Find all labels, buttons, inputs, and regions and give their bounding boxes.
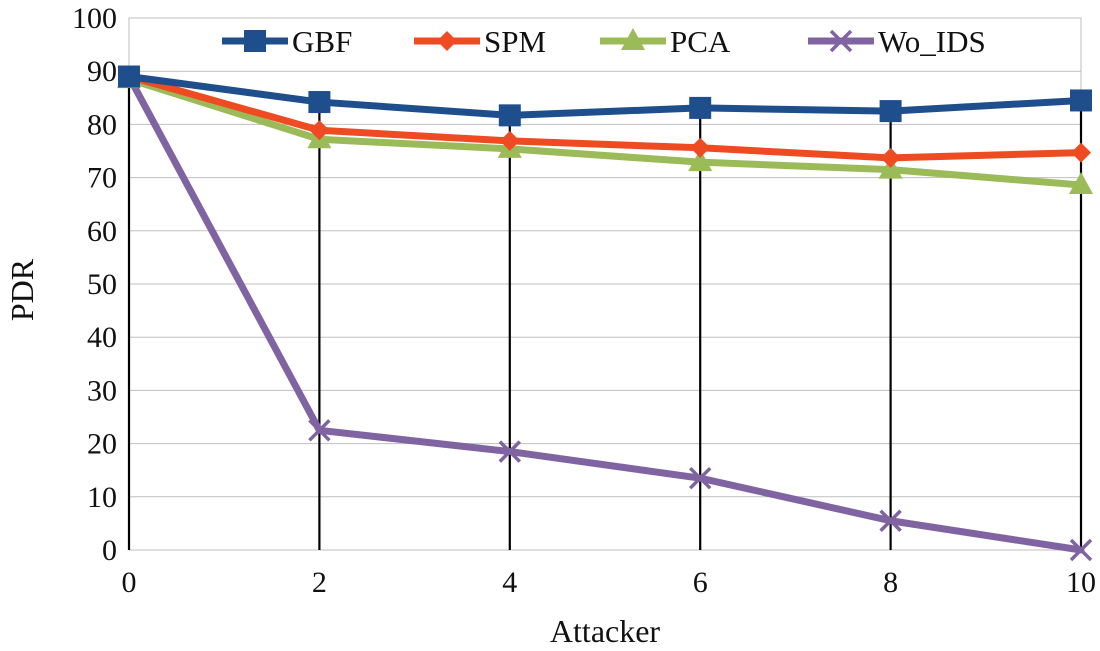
series-line — [125, 73, 1085, 554]
data-point — [1070, 89, 1092, 112]
data-point — [880, 147, 901, 168]
data-point — [498, 104, 521, 127]
x-tick-label: 2 — [312, 566, 327, 599]
legend-swatch-marker — [244, 30, 266, 52]
data-point — [118, 65, 140, 88]
data-point — [308, 419, 331, 442]
x-tick-label: 0 — [122, 566, 137, 599]
legend-item: GBF — [222, 24, 352, 59]
data-point — [1069, 172, 1093, 195]
data-point — [1071, 142, 1091, 163]
y-tick-label: 30 — [87, 374, 117, 407]
data-point — [690, 137, 711, 158]
legend-item: SPM — [414, 24, 546, 59]
data-point — [688, 466, 712, 490]
series-line — [125, 73, 1085, 119]
data-point — [688, 149, 713, 172]
y-tick-label: 20 — [87, 428, 117, 461]
y-axis-title: PDR — [4, 258, 40, 321]
data-point — [498, 440, 522, 463]
y-tick-label: 90 — [87, 55, 117, 88]
legend-label: Wo_IDS — [878, 24, 986, 59]
legend-swatch-marker — [621, 28, 645, 50]
data-point — [1069, 538, 1093, 562]
x-tick-label: 10 — [1066, 566, 1096, 599]
x-axis-title: Attacker — [550, 613, 661, 649]
x-tick-label: 6 — [693, 566, 708, 599]
legend-label: GBF — [292, 24, 352, 59]
x-tick-label: 8 — [883, 566, 898, 599]
y-axis-ticks: 0 10 20 30 40 50 60 70 80 90 100 — [72, 2, 117, 567]
series-line — [125, 73, 1085, 162]
legend-swatch-marker — [829, 29, 853, 53]
series-group — [117, 65, 1093, 562]
legend-label: SPM — [484, 24, 546, 59]
data-point — [499, 130, 520, 151]
y-tick-label: 70 — [87, 162, 117, 195]
y-tick-label: 100 — [72, 2, 117, 35]
legend-swatch-marker — [437, 31, 457, 51]
legend-item: Wo_IDS — [808, 24, 986, 59]
y-tick-label: 60 — [87, 215, 117, 248]
legend-item: PCA — [600, 24, 731, 59]
legend: GBF SPM PCA Wo_IDS — [222, 24, 986, 59]
series-spm — [119, 66, 1091, 168]
legend-label: PCA — [670, 24, 731, 59]
series-line — [125, 75, 1085, 189]
y-tick-label: 40 — [87, 321, 117, 354]
x-axis-ticks: 0 2 4 6 8 10 — [122, 566, 1097, 599]
y-tick-label: 10 — [87, 481, 117, 514]
data-point — [689, 96, 712, 119]
y-tick-label: 80 — [87, 108, 117, 141]
x-tick-label: 4 — [502, 566, 517, 599]
data-point — [308, 91, 331, 114]
data-point — [879, 509, 902, 532]
y-tick-label: 0 — [102, 534, 117, 567]
data-point — [309, 120, 330, 141]
series-gbf — [118, 65, 1092, 127]
data-point — [879, 100, 902, 123]
y-tick-label: 50 — [87, 268, 117, 301]
